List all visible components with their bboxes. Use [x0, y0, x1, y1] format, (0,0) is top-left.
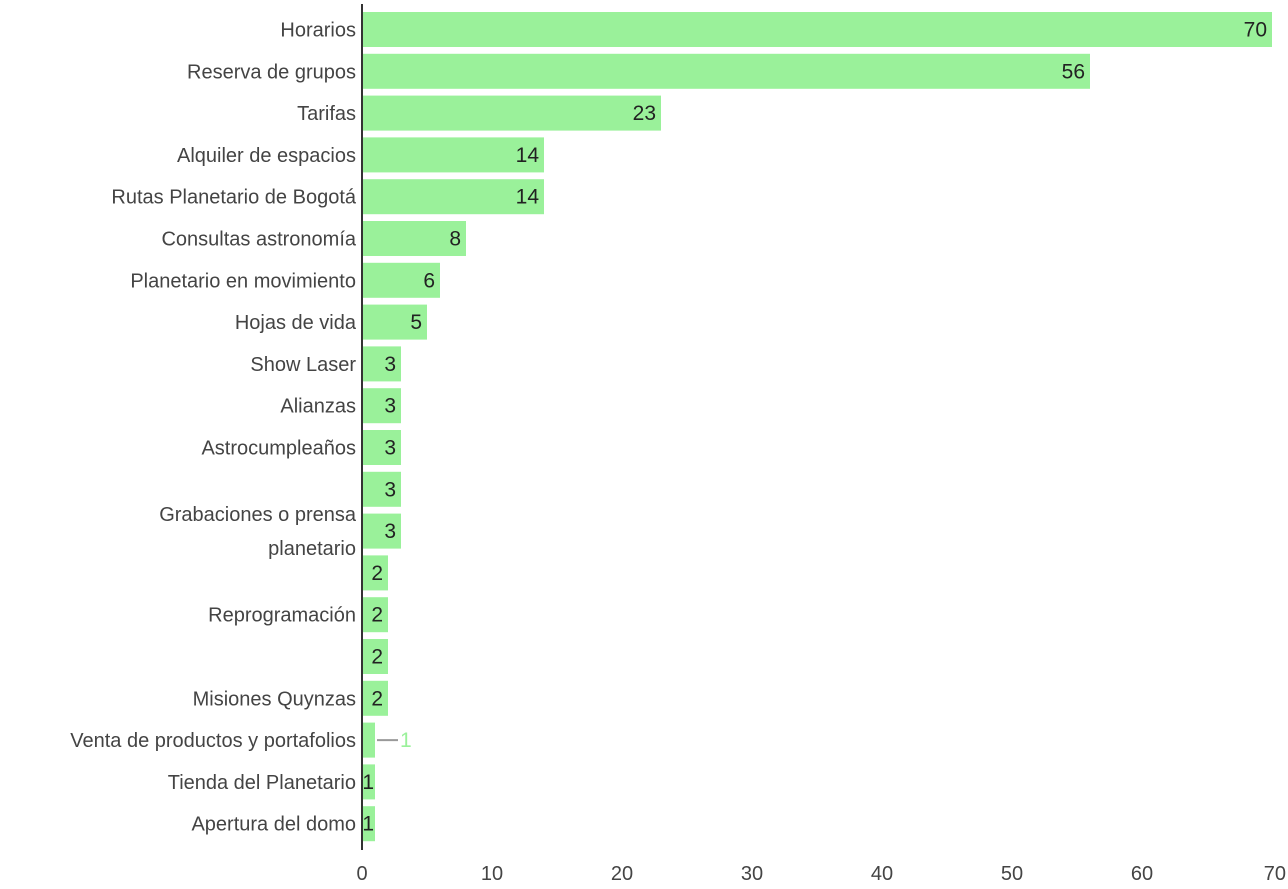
- value-label: 3: [384, 437, 396, 460]
- category-label: Reserva de grupos: [187, 61, 356, 83]
- category-label: Tarifas: [297, 103, 356, 125]
- category-label: Apertura del domo: [191, 814, 356, 836]
- bar: [362, 12, 1272, 47]
- category-label: Misiones Quynzas: [193, 688, 356, 710]
- bar: [362, 388, 401, 424]
- bar: [362, 346, 401, 382]
- bar: [362, 555, 388, 591]
- category-label: Alquiler de espacios: [177, 145, 356, 167]
- value-label: 14: [516, 144, 540, 167]
- bar: [362, 430, 401, 465]
- value-label: 3: [384, 395, 396, 418]
- category-label: Horarios: [280, 20, 356, 42]
- value-label: 1: [362, 771, 374, 794]
- category-label: Consultas astronomía: [161, 229, 356, 251]
- bar: [362, 221, 466, 256]
- category-label: Grabaciones o prensa planetario: [159, 504, 357, 560]
- category-label: Show Laser: [250, 354, 356, 376]
- bar: [362, 722, 375, 758]
- value-label: 3: [384, 353, 396, 376]
- value-label: 2: [371, 562, 383, 585]
- category-label: Venta de productos y portafolios: [70, 730, 356, 752]
- x-tick-label: 0: [356, 863, 367, 885]
- value-label: 56: [1062, 60, 1085, 83]
- bar: [362, 639, 388, 674]
- bar: [362, 179, 544, 215]
- value-label: 8: [449, 228, 461, 251]
- value-label: 70: [1244, 19, 1267, 42]
- value-label: 3: [384, 520, 396, 543]
- bar: [362, 95, 661, 131]
- x-tick-label: 60: [1131, 863, 1153, 885]
- category-label: Tienda del Planetario: [168, 772, 356, 794]
- bar: [362, 471, 401, 507]
- value-label: 6: [423, 269, 435, 292]
- bar: [362, 806, 375, 842]
- value-label: 14: [516, 186, 540, 209]
- category-label: Reprogramación: [208, 605, 356, 627]
- category-labels-group: Horarios Reserva de grupos Tarifas Alquiler…: [70, 20, 357, 836]
- value-label: 1: [362, 813, 374, 836]
- category-label: Hojas de vida: [235, 312, 357, 334]
- bar: [362, 597, 388, 633]
- value-label: 2: [371, 646, 383, 669]
- bar: [362, 304, 427, 340]
- x-tick-label: 10: [481, 863, 503, 885]
- bar: [362, 513, 401, 549]
- bars-group: [362, 12, 1272, 842]
- bar: [362, 53, 1090, 89]
- value-label: 1: [400, 729, 412, 752]
- x-tick-label: 40: [871, 863, 893, 885]
- category-label: Rutas Planetario de Bogotá: [111, 187, 356, 209]
- category-label: Astrocumpleaños: [201, 438, 356, 460]
- x-tick-label: 30: [741, 863, 763, 885]
- x-tick-labels-group: 0 10 20 30 40 50 60 70: [356, 863, 1286, 885]
- value-label: 2: [371, 604, 383, 627]
- category-label: Alianzas: [280, 396, 356, 418]
- value-label: 23: [633, 102, 656, 125]
- value-label: 3: [384, 478, 396, 501]
- x-tick-label: 20: [611, 863, 633, 885]
- bar: [362, 262, 440, 298]
- bar: [362, 137, 544, 173]
- value-label: 2: [371, 687, 383, 710]
- x-tick-label: 50: [1001, 863, 1023, 885]
- x-tick-label: 70: [1264, 863, 1286, 885]
- value-label: 5: [410, 311, 422, 334]
- bar: [362, 680, 388, 716]
- bar: [362, 764, 375, 800]
- category-label: Planetario en movimiento: [130, 270, 356, 292]
